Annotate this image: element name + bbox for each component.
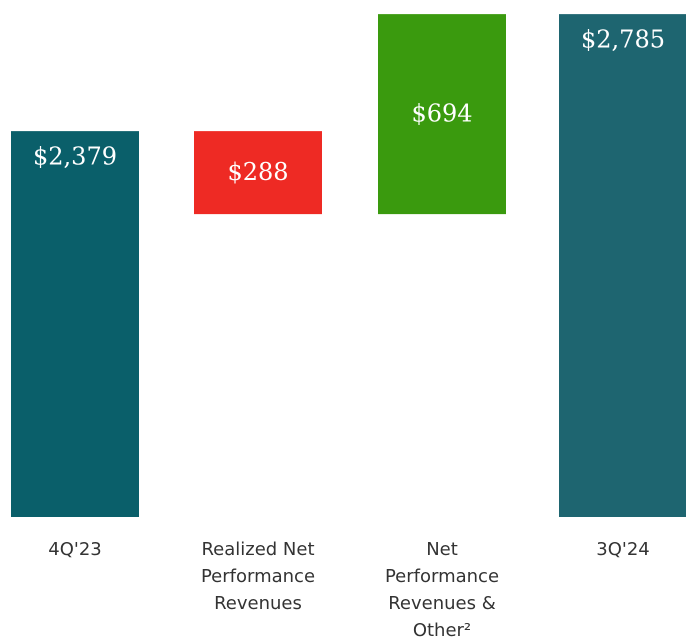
bar — [559, 14, 686, 517]
value-label: $2,379 — [33, 143, 117, 171]
value-label: $288 — [227, 158, 288, 186]
x-tick-label: Net Performance Revenues & Other² — [384, 539, 500, 641]
x-tick-label: Realized Net Performance Revenues — [200, 539, 316, 614]
value-label: $2,785 — [581, 26, 665, 54]
x-tick-label: 4Q'23 — [48, 539, 102, 560]
bar — [378, 14, 506, 215]
x-tick-label: 3Q'24 — [596, 539, 650, 560]
value-label: $694 — [411, 100, 472, 128]
bar — [11, 131, 139, 518]
bar — [194, 131, 322, 215]
